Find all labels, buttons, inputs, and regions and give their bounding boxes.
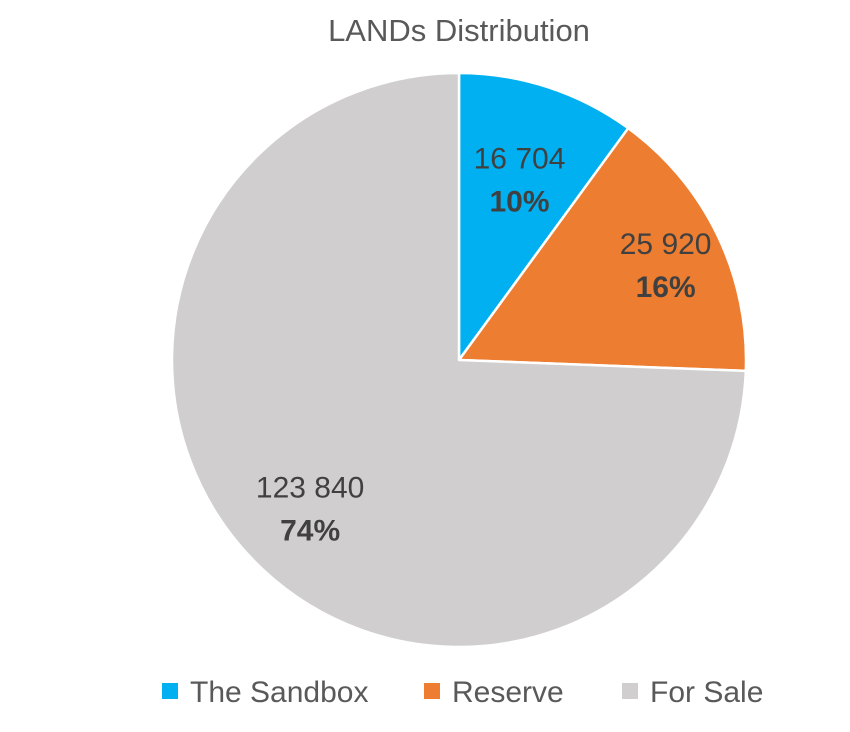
data-label-percent-the-sandbox: 10% bbox=[489, 185, 549, 218]
data-labels: 16 704 10% 25 920 16% 123 840 74% bbox=[256, 142, 712, 547]
legend-swatch-the-sandbox bbox=[162, 683, 178, 699]
legend-item-reserve: Reserve bbox=[424, 676, 564, 709]
data-label-value-for-sale: 123 840 bbox=[256, 471, 364, 504]
legend-label-reserve: Reserve bbox=[452, 676, 564, 709]
pie-slice-reserve bbox=[457, 126, 748, 373]
data-label-value-reserve: 25 920 bbox=[620, 228, 712, 261]
pie-slice-for-sale bbox=[170, 71, 748, 649]
chart-title: LANDs Distribution bbox=[328, 13, 590, 48]
data-label-percent-reserve: 16% bbox=[636, 271, 696, 304]
pie-slice-the-sandbox bbox=[457, 71, 630, 362]
legend-label-for-sale: For Sale bbox=[650, 676, 763, 709]
legend-item-for-sale: For Sale bbox=[622, 676, 763, 709]
legend-swatch-for-sale bbox=[622, 683, 638, 699]
pie-slices bbox=[170, 71, 748, 649]
legend-item-the-sandbox: The Sandbox bbox=[162, 676, 368, 709]
legend: The Sandbox Reserve For Sale bbox=[162, 676, 763, 709]
data-label-percent-for-sale: 74% bbox=[280, 514, 340, 547]
data-label-value-the-sandbox: 16 704 bbox=[474, 142, 566, 175]
legend-swatch-reserve bbox=[424, 683, 440, 699]
legend-label-the-sandbox: The Sandbox bbox=[190, 676, 368, 709]
